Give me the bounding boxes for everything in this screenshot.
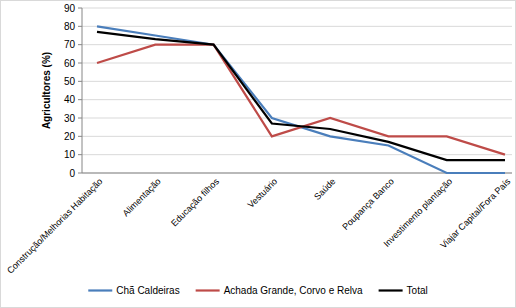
y-tick (78, 136, 82, 137)
y-tick (78, 154, 82, 155)
y-tick (78, 63, 82, 64)
y-tick (78, 99, 82, 100)
series-line (97, 26, 505, 173)
series-line (97, 45, 505, 155)
y-axis-title: Agricultores (%) (41, 52, 52, 129)
x-tick-label: Construção/Melhorias Habitação (5, 176, 104, 275)
chart-border (1, 1, 516, 308)
grid-line (82, 8, 512, 9)
grid-line (82, 81, 512, 82)
x-tick-label: Saúde (312, 176, 337, 201)
x-tick-label: Educação filhos (169, 176, 221, 228)
y-tick-label: 70 (64, 39, 76, 50)
y-tick-label: 80 (64, 21, 76, 32)
y-tick (78, 81, 82, 82)
legend-swatch (88, 289, 112, 291)
y-tick (78, 44, 82, 45)
y-tick (78, 26, 82, 27)
plot-area (97, 26, 505, 173)
grid-line (82, 26, 512, 27)
x-tick-label: Vestuário (246, 176, 280, 210)
series-line (97, 32, 505, 160)
legend-swatch (196, 289, 220, 291)
y-tick-label: 60 (64, 58, 76, 69)
y-tick-label: 30 (64, 113, 76, 124)
y-tick-label: 90 (64, 3, 76, 14)
grid-line (82, 154, 512, 155)
chart: 0 10 20 30 40 50 60 70 80 90 Agricultores (%) Const… (0, 0, 516, 308)
y-axis (82, 8, 83, 173)
grid-line (82, 44, 512, 45)
legend-swatch (379, 289, 403, 291)
grid-line (82, 99, 512, 100)
x-tick-label: Viajar Capital/Fora País (438, 176, 513, 251)
y-tick-label: 40 (64, 94, 76, 105)
legend-label: Chã Caldeiras (116, 285, 179, 296)
legend: Chã Caldeiras Achada Grande, Corvo e Relv… (88, 285, 427, 296)
grid-line (82, 118, 512, 119)
x-tick-label: Alimentação (121, 176, 163, 218)
x-tick-label: Poupança Banco (340, 176, 396, 232)
y-tick (78, 8, 82, 9)
y-tick-label: 50 (64, 76, 76, 87)
legend-label: Total (407, 285, 428, 296)
grid-line (82, 63, 512, 64)
legend-label: Achada Grande, Corvo e Relva (224, 285, 363, 296)
y-tick-label: 10 (64, 149, 76, 160)
y-tick (78, 118, 82, 119)
y-tick (78, 173, 82, 174)
y-tick-label: 0 (69, 168, 75, 179)
y-tick-label: 20 (64, 131, 76, 142)
